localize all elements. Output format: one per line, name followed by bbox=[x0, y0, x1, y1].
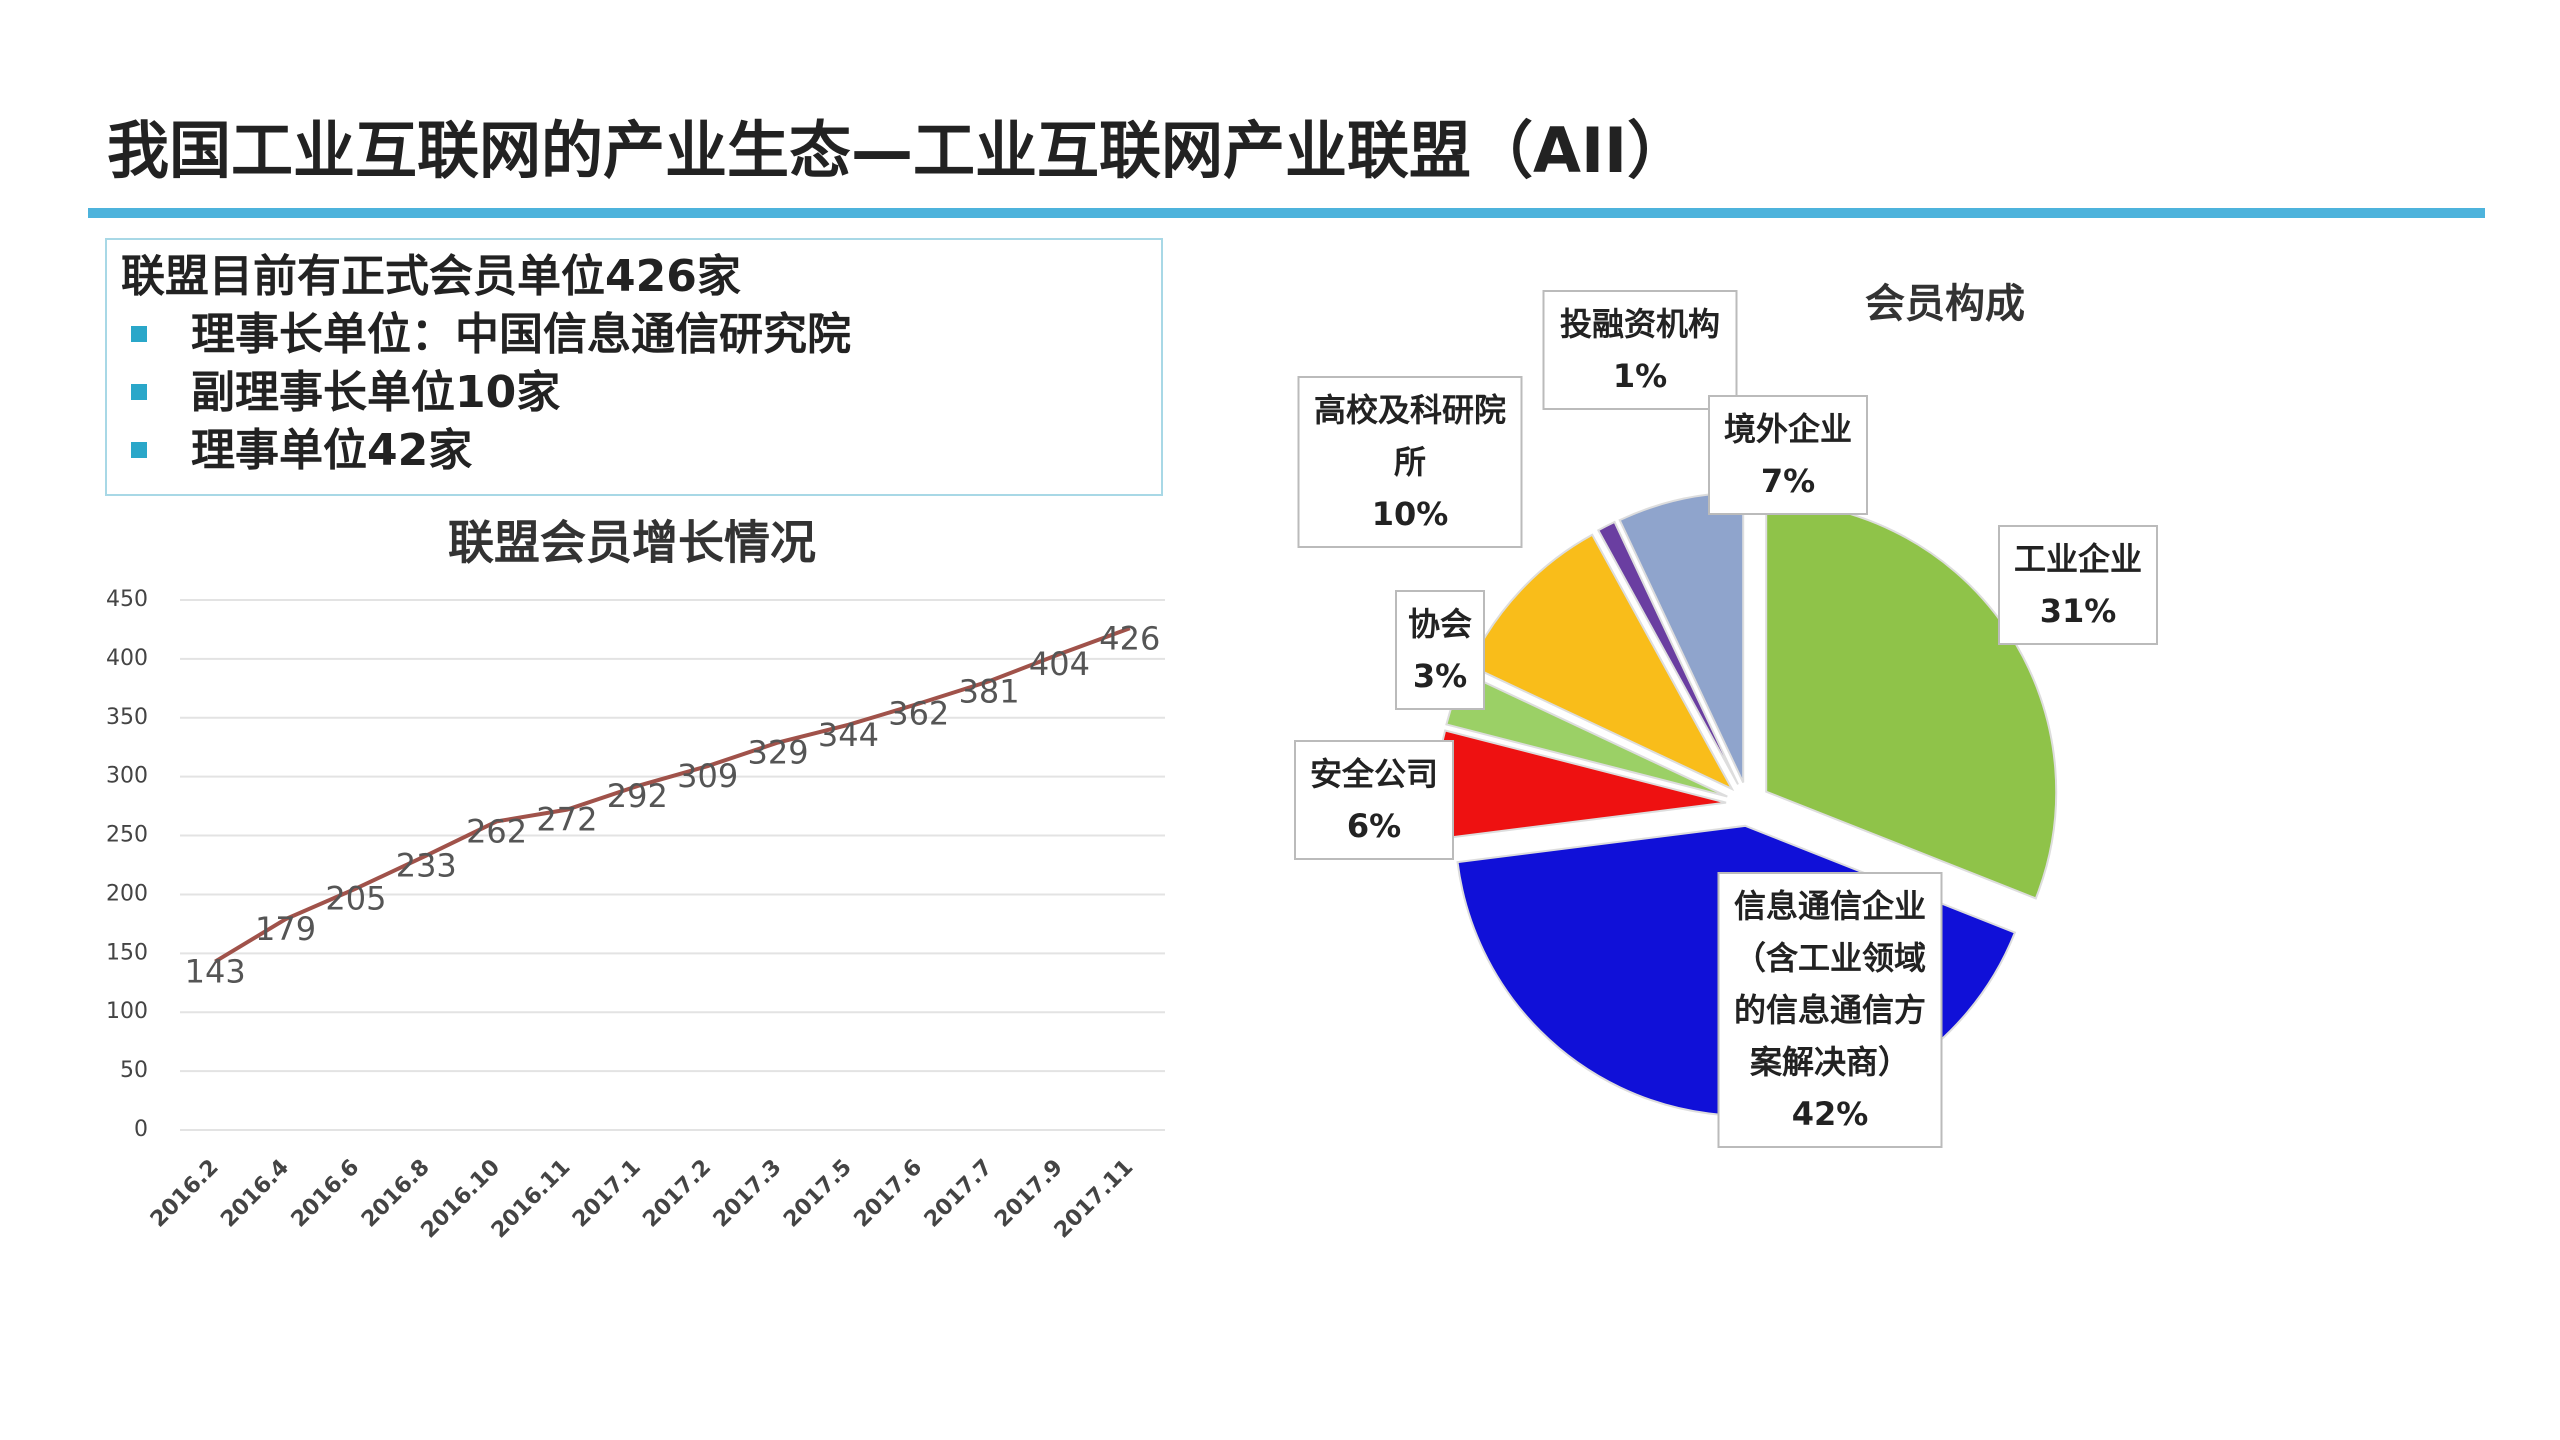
series-line bbox=[214, 626, 1131, 964]
pie-label: 投融资机构 1% bbox=[1542, 290, 1738, 410]
y-tick-label: 400 bbox=[106, 646, 148, 671]
data-label: 179 bbox=[255, 910, 316, 948]
pie-label: 高校及科研院所 10% bbox=[1297, 376, 1523, 548]
pie-label-name: 高校及科研院所 bbox=[1313, 391, 1506, 481]
x-tick-label: 2017.5 bbox=[779, 1155, 857, 1233]
pie-label-value: 1% bbox=[1612, 357, 1668, 395]
y-tick-label: 350 bbox=[106, 705, 148, 730]
info-box: 联盟目前有正式会员单位426家 理事长单位：中国信息通信研究院 副理事长单位10… bbox=[105, 238, 1163, 496]
pie-label-value: 3% bbox=[1412, 657, 1468, 695]
pie-label: 境外企业 7% bbox=[1708, 395, 1868, 515]
x-tick-label: 2017.6 bbox=[850, 1155, 928, 1233]
x-tick-label: 2016.4 bbox=[216, 1155, 294, 1233]
info-item: 理事长单位：中国信息通信研究院 bbox=[121, 306, 1147, 364]
data-label: 233 bbox=[396, 847, 457, 885]
pie-label-value: 42% bbox=[1791, 1095, 1869, 1133]
info-list: 理事长单位：中国信息通信研究院 副理事长单位10家 理事单位42家 bbox=[121, 306, 1147, 480]
pie-label-value: 10% bbox=[1371, 495, 1449, 533]
data-label: 329 bbox=[747, 734, 808, 772]
y-tick-label: 450 bbox=[106, 587, 148, 612]
pie-label-name: 境外企业 bbox=[1723, 410, 1852, 448]
info-heading: 联盟目前有正式会员单位426家 bbox=[121, 251, 741, 302]
pie-chart-title: 会员构成 bbox=[1865, 281, 2025, 327]
pie-slice bbox=[1596, 520, 1739, 785]
data-label: 205 bbox=[325, 880, 386, 918]
y-tick-label: 200 bbox=[106, 881, 148, 906]
pie-label-name: 信息通信企业（含工业领域的信息通信方案解决商） bbox=[1733, 887, 1926, 1081]
pie-label-name: 工业企业 bbox=[2013, 540, 2142, 578]
y-tick-label: 50 bbox=[120, 1058, 148, 1083]
slide-title: 我国工业互联网的产业生态—工业互联网产业联盟（AII） bbox=[107, 114, 1690, 187]
pie-label: 安全公司 6% bbox=[1294, 740, 1454, 860]
pie-label-value: 31% bbox=[2039, 592, 2117, 630]
y-tick-label: 300 bbox=[106, 764, 148, 789]
title-rule bbox=[88, 208, 2485, 218]
data-label: 309 bbox=[677, 757, 738, 795]
pie-label-value: 6% bbox=[1346, 807, 1402, 845]
data-label: 426 bbox=[1099, 619, 1160, 657]
pie-label-value: 7% bbox=[1760, 462, 1816, 500]
y-tick-label: 100 bbox=[106, 999, 148, 1024]
data-label: 362 bbox=[888, 695, 949, 733]
pie-label-name: 安全公司 bbox=[1309, 755, 1438, 793]
y-tick-label: 150 bbox=[106, 940, 148, 965]
data-label: 404 bbox=[1029, 645, 1090, 683]
pie-label: 信息通信企业（含工业领域的信息通信方案解决商） 42% bbox=[1717, 872, 1943, 1148]
info-item: 理事单位42家 bbox=[121, 422, 1147, 480]
pie-label: 工业企业 31% bbox=[1998, 525, 2158, 645]
line-chart-title: 联盟会员增长情况 bbox=[448, 516, 816, 570]
x-tick-label: 2017.1 bbox=[568, 1155, 646, 1233]
x-tick-label: 2017.3 bbox=[709, 1155, 787, 1233]
data-label: 381 bbox=[959, 672, 1020, 710]
data-label: 143 bbox=[185, 953, 246, 991]
pie-label-name: 协会 bbox=[1407, 605, 1472, 643]
x-tick-label: 2017.2 bbox=[638, 1155, 716, 1233]
x-tick-label: 2017.7 bbox=[920, 1155, 998, 1233]
pie-label-name: 投融资机构 bbox=[1559, 305, 1720, 343]
y-tick-label: 0 bbox=[134, 1117, 148, 1142]
y-tick-label: 250 bbox=[106, 823, 148, 848]
data-label: 272 bbox=[536, 801, 597, 839]
x-tick-label: 2016.2 bbox=[146, 1155, 224, 1233]
data-label: 344 bbox=[818, 716, 879, 754]
data-label: 292 bbox=[607, 777, 668, 815]
info-item: 副理事长单位10家 bbox=[121, 364, 1147, 422]
pie-label: 协会 3% bbox=[1395, 590, 1485, 710]
x-tick-label: 2016.6 bbox=[287, 1155, 365, 1233]
data-label: 262 bbox=[466, 812, 527, 850]
